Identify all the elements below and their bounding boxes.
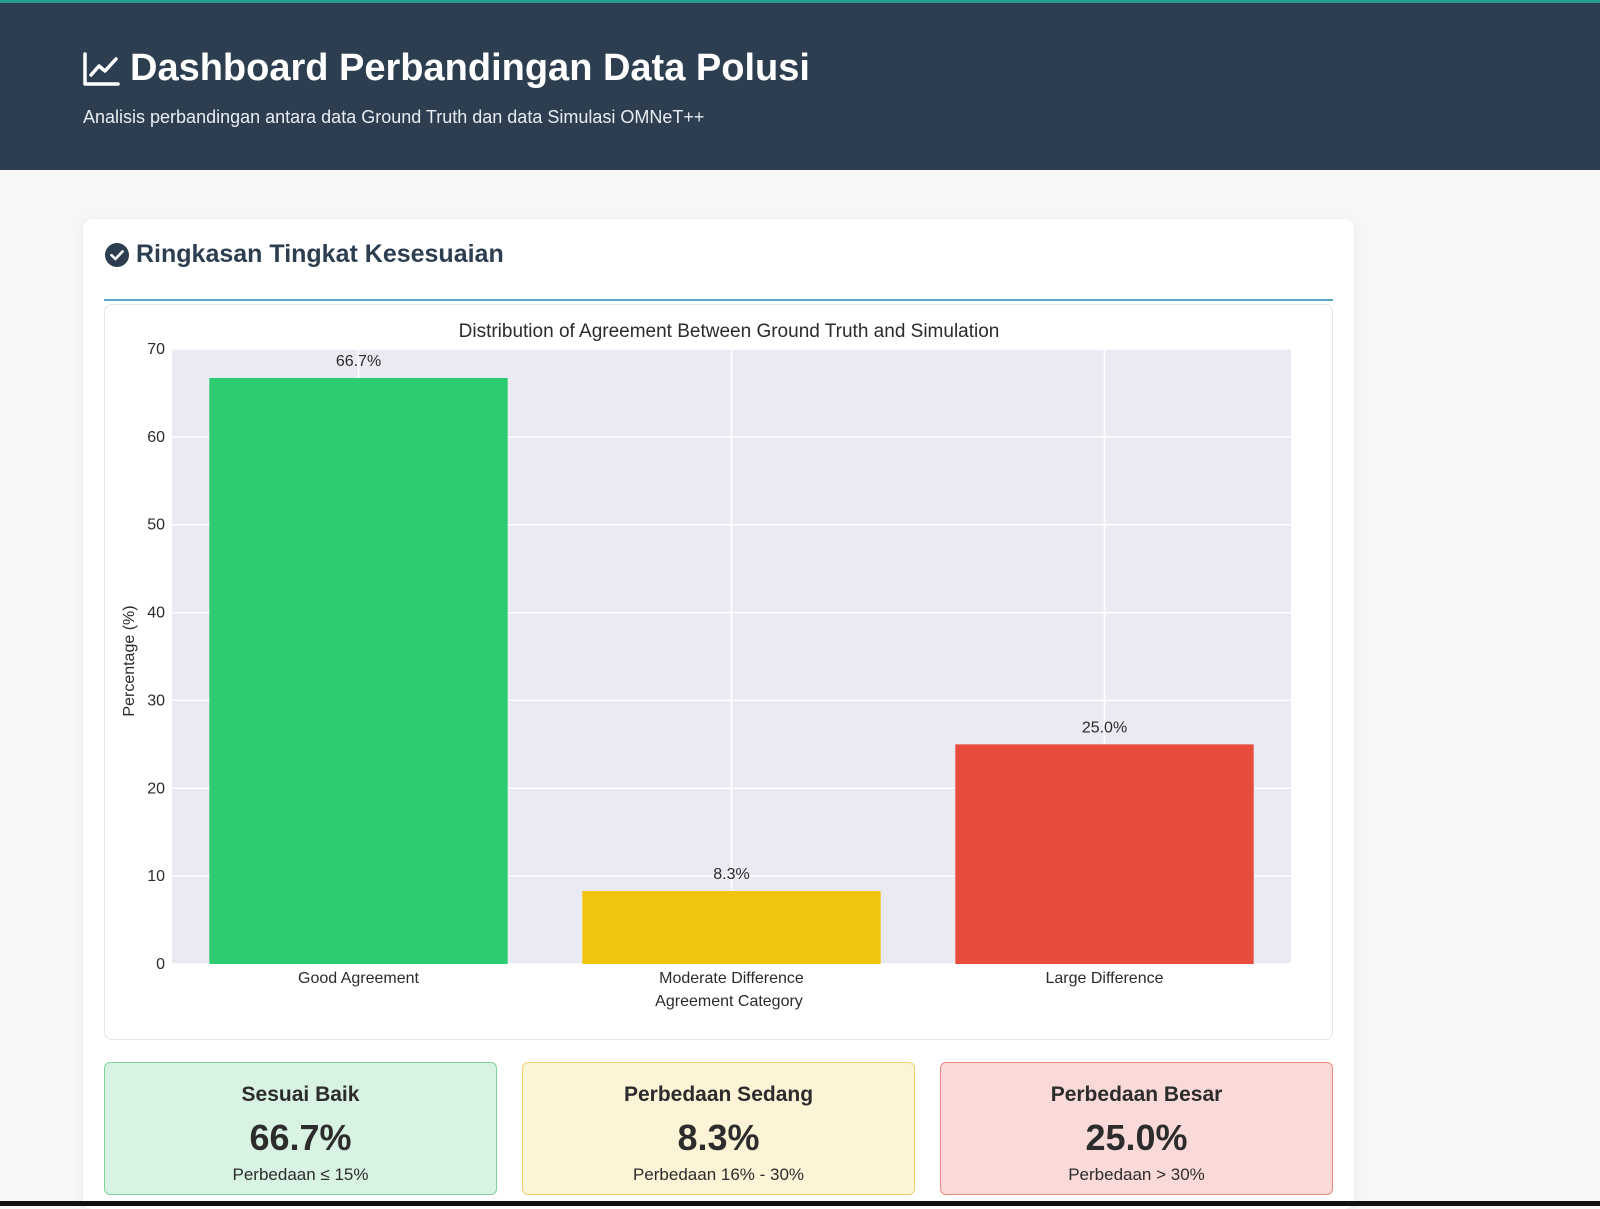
stat-note: Perbedaan ≤ 15% <box>232 1165 369 1184</box>
y-tick-label: 0 <box>156 956 165 973</box>
page-header: Dashboard Perbandingan Data Polusi Anali… <box>0 0 1600 170</box>
stat-card-large: Perbedaan Besar 25.0% Perbedaan > 30% <box>940 1062 1333 1195</box>
x-tick-label: Good Agreement <box>298 970 420 987</box>
stat-value: 25.0% <box>1085 1117 1188 1158</box>
bar <box>582 891 881 964</box>
check-circle-icon <box>105 243 129 267</box>
stat-note: Perbedaan > 30% <box>1068 1165 1205 1184</box>
page-title-wrap: Dashboard Perbandingan Data Polusi <box>82 47 810 90</box>
y-tick-label: 50 <box>147 517 165 534</box>
summary-card: Ringkasan Tingkat Kesesuaian Distributio… <box>83 219 1354 1209</box>
x-tick-label: Moderate Difference <box>659 970 804 987</box>
y-tick-label: 60 <box>147 429 165 446</box>
chart-line-icon <box>83 51 120 86</box>
stat-card-good: Sesuai Baik 66.7% Perbedaan ≤ 15% <box>104 1062 497 1195</box>
stat-value: 66.7% <box>249 1117 352 1158</box>
bar-layer <box>209 377 1254 964</box>
y-tick-label: 20 <box>147 780 165 797</box>
y-axis-label: Percentage (%) <box>121 605 138 716</box>
x-tick-label: Large Difference <box>1046 970 1164 987</box>
bar-value-label: 8.3% <box>713 866 749 883</box>
y-tick-label: 70 <box>147 341 165 358</box>
bottom-edge <box>0 1201 1600 1206</box>
chart-container: Distribution of Agreement Between Ground… <box>104 304 1333 1040</box>
bar-value-label: 66.7% <box>336 353 381 370</box>
x-axis-label: Agreement Category <box>655 993 803 1010</box>
section-title: Ringkasan Tingkat Kesesuaian <box>136 240 504 268</box>
bar <box>955 744 1254 964</box>
bar <box>209 377 508 964</box>
page-title: Dashboard Perbandingan Data Polusi <box>130 47 810 89</box>
stat-card-moderate: Perbedaan Sedang 8.3% Perbedaan 16% - 30… <box>522 1062 915 1195</box>
section-header: Ringkasan Tingkat Kesesuaian <box>104 241 1333 301</box>
label-layer: 0 10 20 30 40 50 60 70 66.7% Good Agreement 8.3% Mo… <box>147 341 1163 987</box>
stat-title: Perbedaan Besar <box>1050 1083 1223 1106</box>
chart-title: Distribution of Agreement Between Ground… <box>459 321 1000 342</box>
y-tick-label: 40 <box>147 605 165 622</box>
page-subtitle: Analisis perbandingan antara data Ground… <box>83 107 705 127</box>
agreement-bar-chart: Distribution of Agreement Between Ground… <box>121 321 1291 1010</box>
stat-title: Sesuai Baik <box>241 1083 360 1106</box>
stat-note: Perbedaan 16% - 30% <box>632 1165 805 1184</box>
stats-row: Sesuai Baik 66.7% Perbedaan ≤ 15% Perbed… <box>104 1062 1333 1195</box>
stat-title: Perbedaan Sedang <box>623 1083 814 1106</box>
bar-value-label: 25.0% <box>1082 719 1127 736</box>
y-tick-label: 30 <box>147 692 165 709</box>
stat-value: 8.3% <box>677 1117 760 1158</box>
y-tick-label: 10 <box>147 868 165 885</box>
